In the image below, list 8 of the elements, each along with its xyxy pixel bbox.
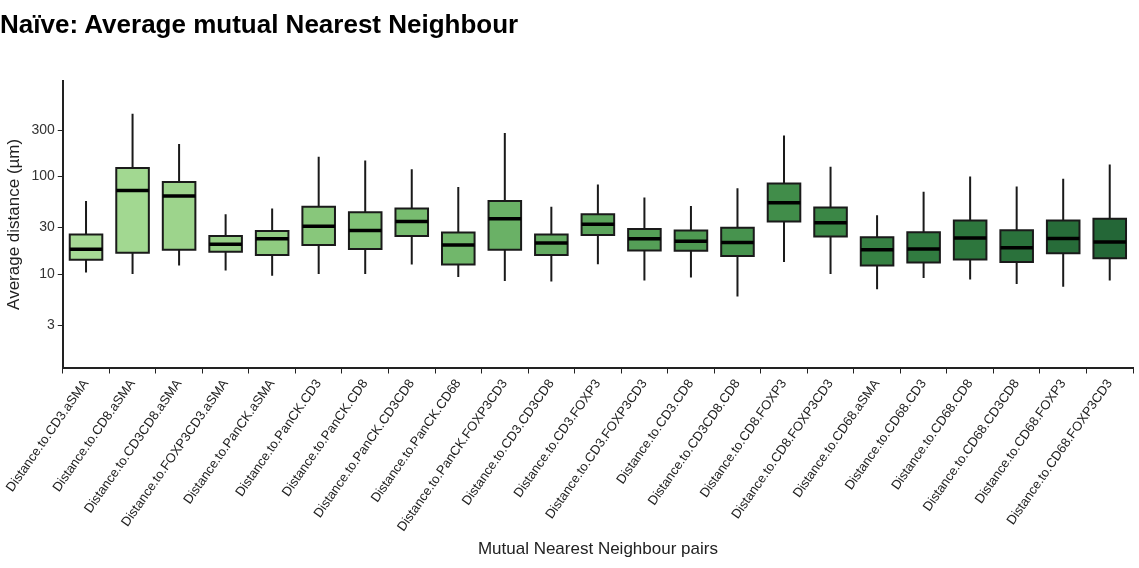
y-tick-label: 30 xyxy=(39,218,55,235)
x-axis-title: Mutual Nearest Neighbour pairs xyxy=(477,539,718,559)
y-tick-label: 3 xyxy=(46,315,55,332)
y-tick-label: 300 xyxy=(31,120,55,137)
y-axis-title: Average distance (µm) xyxy=(3,138,23,310)
y-tick-label: 10 xyxy=(39,264,55,281)
chart-title: Naïve: Average mutual Nearest Neighbour xyxy=(0,8,519,39)
y-tick-label: 100 xyxy=(31,167,55,184)
